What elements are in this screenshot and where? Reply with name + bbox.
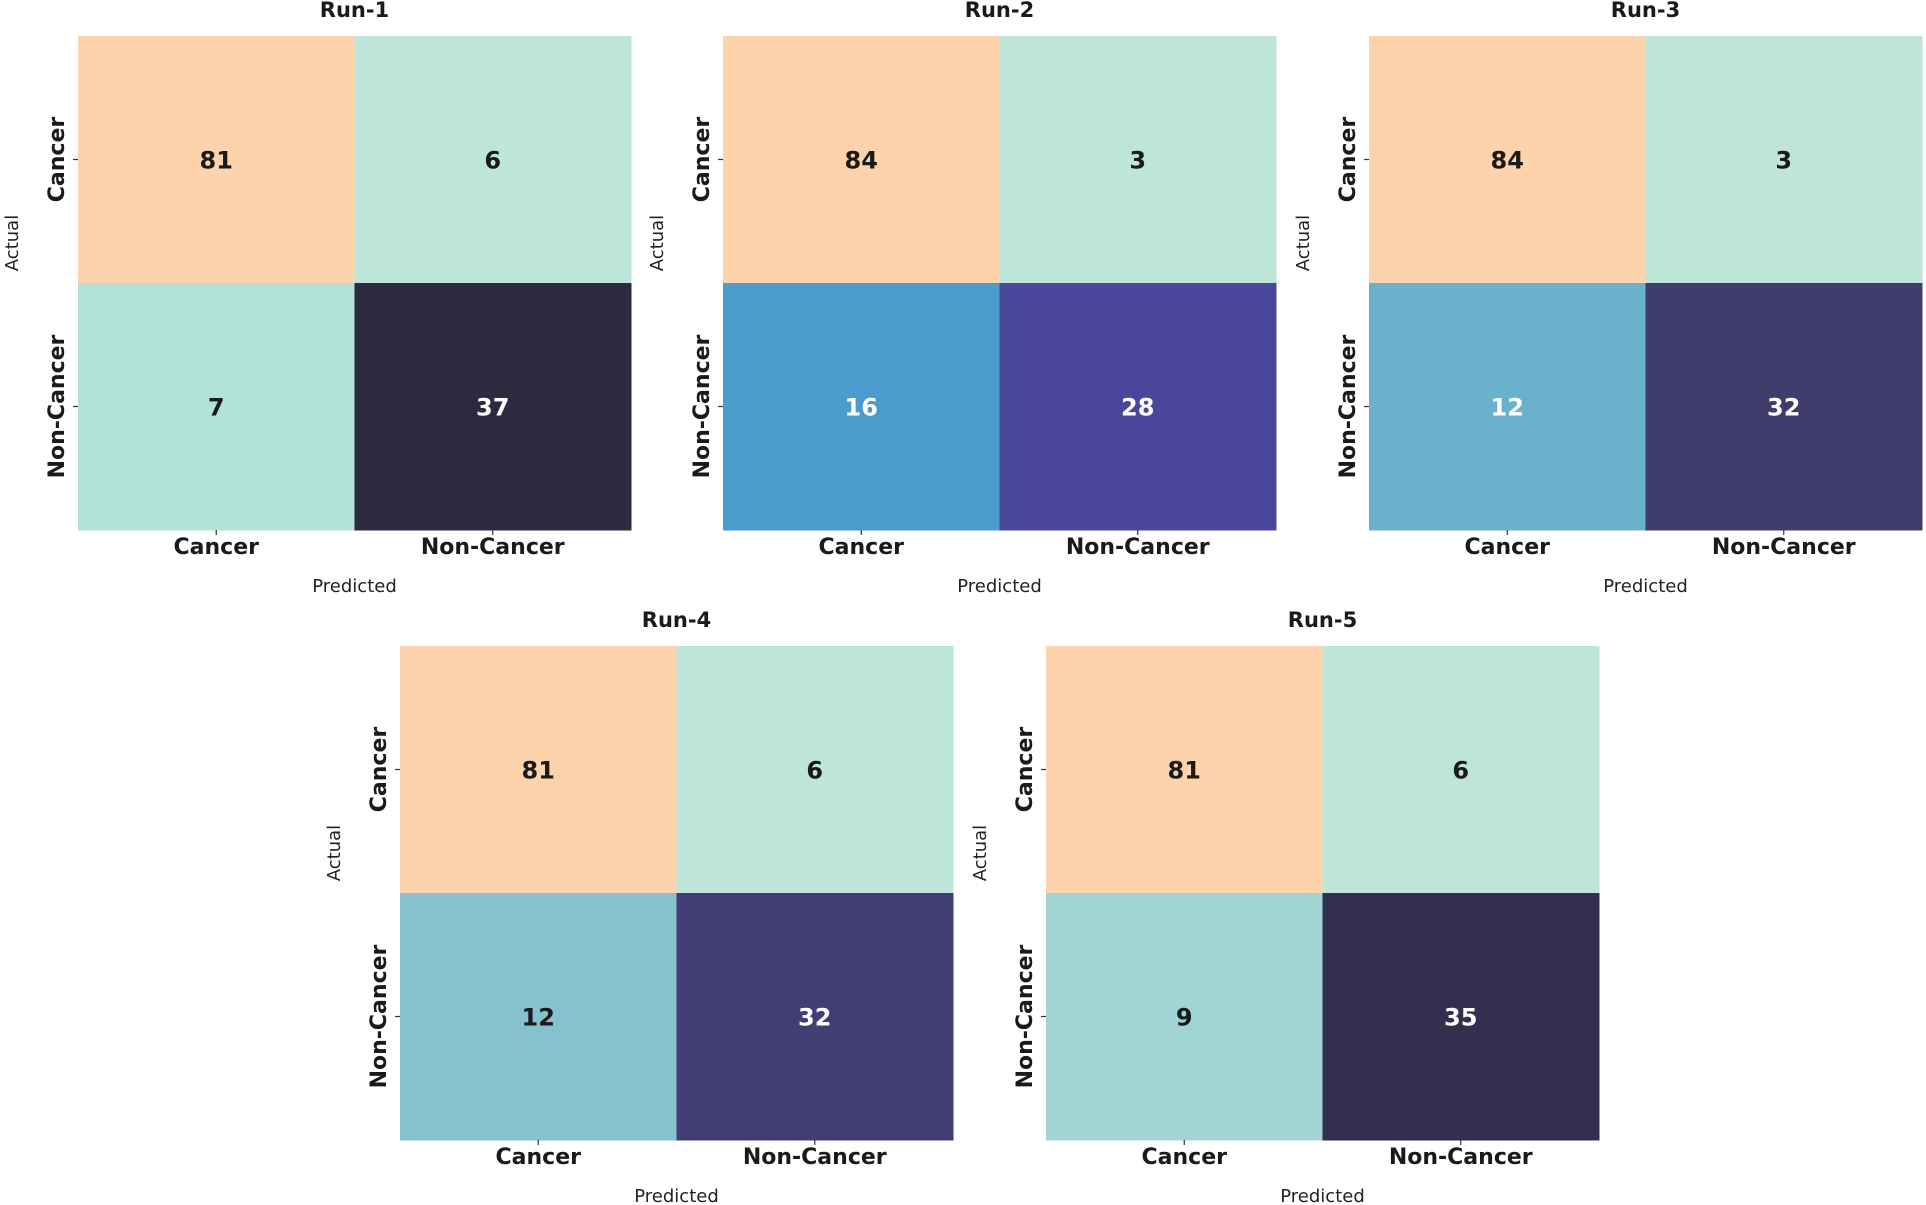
cell-value-label: 32 bbox=[1767, 394, 1800, 422]
heatmap-cell bbox=[999, 283, 1277, 531]
heatmap-cell bbox=[78, 283, 355, 531]
x-tick-label: Cancer bbox=[819, 535, 905, 560]
cell-value-label: 35 bbox=[1444, 1004, 1477, 1032]
y-tick-label: Non-Cancer bbox=[690, 334, 715, 478]
y-axis-label: Actual bbox=[647, 215, 668, 271]
x-tick-label: Cancer bbox=[1142, 1145, 1228, 1170]
cell-value-label: 81 bbox=[1168, 757, 1201, 785]
heatmap-cell bbox=[400, 646, 677, 894]
cell-value-label: 84 bbox=[1491, 147, 1524, 175]
y-axis-label: Actual bbox=[1293, 215, 1314, 271]
x-axis-label: Predicted bbox=[1603, 576, 1688, 597]
cell-value-label: 16 bbox=[845, 394, 878, 422]
x-axis-label: Predicted bbox=[957, 576, 1042, 597]
y-tick-label: Cancer bbox=[1013, 727, 1038, 813]
panel-title: Run-3 bbox=[1611, 0, 1680, 22]
cell-value-label: 3 bbox=[1775, 147, 1792, 175]
confusion-matrix-run-2: Run-2 84 3 16 28 Cancer Non-Cancer Cancer Non-Ca… bbox=[647, 0, 1277, 597]
x-tick-label: Non-Cancer bbox=[743, 1145, 887, 1170]
x-axis-label: Predicted bbox=[1280, 1186, 1365, 1205]
heatmap-cell bbox=[400, 893, 677, 1141]
heatmap-cell bbox=[723, 36, 1000, 284]
y-tick-label: Cancer bbox=[690, 117, 715, 203]
x-tick-label: Non-Cancer bbox=[421, 535, 565, 560]
y-tick-label: Non-Cancer bbox=[1013, 944, 1038, 1088]
x-axis-label: Predicted bbox=[634, 1186, 719, 1205]
heatmap-cell bbox=[1322, 893, 1600, 1141]
y-axis-label: Actual bbox=[2, 215, 23, 271]
heatmap-cell bbox=[723, 283, 1000, 531]
heatmap-cell bbox=[1645, 36, 1923, 284]
heatmap-cell bbox=[78, 36, 355, 284]
y-tick-label: Non-Cancer bbox=[1336, 334, 1361, 478]
heatmap-cell bbox=[1046, 893, 1323, 1141]
y-tick-label: Non-Cancer bbox=[367, 944, 392, 1088]
y-axis-label: Actual bbox=[324, 825, 345, 881]
panel-title: Run-4 bbox=[642, 608, 711, 632]
y-tick-label: Non-Cancer bbox=[45, 334, 70, 478]
y-tick-label: Cancer bbox=[1336, 117, 1361, 203]
heatmap-cell bbox=[999, 36, 1277, 284]
cell-value-label: 7 bbox=[208, 394, 225, 422]
heatmap-cell bbox=[1645, 283, 1923, 531]
x-tick-label: Non-Cancer bbox=[1066, 535, 1210, 560]
x-tick-label: Cancer bbox=[496, 1145, 582, 1170]
confusion-matrix-run-1: Run-1 81 6 7 37 Cancer Non-Cancer Cancer Non-Can… bbox=[2, 0, 632, 597]
x-tick-label: Non-Cancer bbox=[1389, 1145, 1533, 1170]
cell-value-label: 28 bbox=[1121, 394, 1154, 422]
x-tick-label: Non-Cancer bbox=[1712, 535, 1856, 560]
cell-value-label: 6 bbox=[484, 147, 501, 175]
x-tick-label: Cancer bbox=[174, 535, 260, 560]
cell-value-label: 84 bbox=[845, 147, 878, 175]
confusion-matrix-run-3: Run-3 84 3 12 32 Cancer Non-Cancer Cancer Non-Ca… bbox=[1293, 0, 1923, 597]
confusion-matrix-run-5: Run-5 81 6 9 35 Cancer Non-Cancer Cancer Non-Can… bbox=[970, 608, 1600, 1205]
cell-value-label: 6 bbox=[806, 757, 823, 785]
cell-value-label: 9 bbox=[1176, 1004, 1193, 1032]
heatmap-cell bbox=[354, 283, 632, 531]
x-axis-label: Predicted bbox=[312, 576, 397, 597]
y-tick-label: Cancer bbox=[45, 117, 70, 203]
cell-value-label: 81 bbox=[522, 757, 555, 785]
cell-value-label: 3 bbox=[1129, 147, 1146, 175]
heatmap-cell bbox=[676, 893, 954, 1141]
cell-value-label: 12 bbox=[522, 1004, 555, 1032]
heatmap-cell bbox=[676, 646, 954, 894]
panel-title: Run-1 bbox=[320, 0, 389, 22]
panel-title: Run-2 bbox=[965, 0, 1034, 22]
heatmap-cell bbox=[1369, 283, 1646, 531]
cell-value-label: 37 bbox=[476, 394, 509, 422]
heatmap-cell bbox=[1046, 646, 1323, 894]
y-axis-label: Actual bbox=[970, 825, 991, 881]
panel-title: Run-5 bbox=[1288, 608, 1357, 632]
cell-value-label: 6 bbox=[1452, 757, 1469, 785]
cell-value-label: 81 bbox=[200, 147, 233, 175]
heatmap-cell bbox=[1322, 646, 1600, 894]
cell-value-label: 32 bbox=[798, 1004, 831, 1032]
cell-value-label: 12 bbox=[1491, 394, 1524, 422]
x-tick-label: Cancer bbox=[1465, 535, 1551, 560]
confusion-matrix-run-4: Run-4 81 6 12 32 Cancer Non-Cancer Cancer Non-Ca… bbox=[324, 608, 954, 1205]
y-tick-label: Cancer bbox=[367, 727, 392, 813]
heatmap-cell bbox=[354, 36, 632, 284]
heatmap-cell bbox=[1369, 36, 1646, 284]
